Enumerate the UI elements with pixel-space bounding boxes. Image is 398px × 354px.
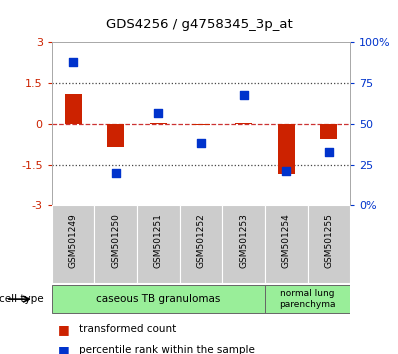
- Bar: [179, 205, 222, 283]
- Bar: [193, 124, 209, 125]
- Bar: [222, 205, 265, 283]
- Text: transformed count: transformed count: [79, 324, 176, 334]
- Text: GSM501255: GSM501255: [324, 213, 334, 268]
- Text: GSM501253: GSM501253: [239, 213, 248, 268]
- Text: GSM501249: GSM501249: [68, 213, 78, 268]
- Point: [240, 92, 247, 97]
- Text: GSM501250: GSM501250: [111, 213, 120, 268]
- Point: [70, 59, 76, 65]
- Text: GDS4256 / g4758345_3p_at: GDS4256 / g4758345_3p_at: [105, 18, 293, 31]
- Point: [155, 110, 162, 115]
- Bar: [308, 205, 350, 283]
- Bar: [235, 122, 252, 124]
- Bar: [107, 124, 124, 147]
- Bar: [150, 122, 167, 124]
- Text: ■: ■: [58, 344, 70, 354]
- Bar: [320, 124, 338, 139]
- Text: GSM501252: GSM501252: [197, 213, 205, 268]
- Text: caseous TB granulomas: caseous TB granulomas: [96, 294, 220, 304]
- Point: [326, 149, 332, 154]
- Bar: [94, 205, 137, 283]
- Text: normal lung
parenchyma: normal lung parenchyma: [279, 290, 336, 309]
- Bar: [278, 124, 295, 174]
- Bar: [52, 285, 265, 314]
- Bar: [265, 285, 350, 314]
- Point: [113, 170, 119, 176]
- Point: [198, 141, 204, 146]
- Text: GSM501254: GSM501254: [282, 213, 291, 268]
- Bar: [64, 94, 82, 124]
- Text: percentile rank within the sample: percentile rank within the sample: [79, 346, 254, 354]
- Point: [283, 168, 289, 174]
- Text: GSM501251: GSM501251: [154, 213, 163, 268]
- Bar: [137, 205, 179, 283]
- Bar: [265, 205, 308, 283]
- Text: cell type: cell type: [0, 294, 44, 304]
- Bar: [52, 205, 94, 283]
- Text: ■: ■: [58, 323, 70, 336]
